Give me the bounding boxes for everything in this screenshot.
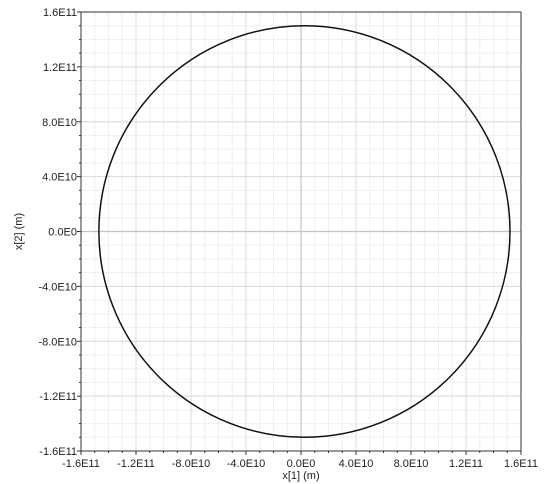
x-tick-label: -8.0E10 (172, 458, 211, 470)
y-tick-label: 0.0E0 (48, 227, 77, 239)
y-tick-label: -4.0E10 (38, 281, 77, 293)
series-layer (98, 24, 511, 439)
x-tick-label: 8.0E10 (394, 458, 429, 470)
orbit-curve (98, 24, 511, 439)
y-axis-label: x[2] (m) (13, 213, 25, 250)
x-tick-label: -1.6E11 (62, 458, 100, 470)
y-tick-label: 4.0E10 (42, 172, 77, 184)
x-tick-label: 1.2E11 (449, 458, 483, 470)
y-tick-label: 8.0E10 (42, 117, 77, 129)
y-tick-label: 1.6E11 (43, 7, 77, 19)
x-axis-ticks: -1.6E11 -1.2E11 -8.0E10 -4.0E10 0.0E0 4.0E10 8… (62, 451, 538, 470)
y-tick-label: -1.2E11 (39, 391, 77, 403)
x-tick-label: -1.2E11 (117, 458, 155, 470)
y-tick-label: 1.2E11 (43, 62, 77, 74)
y-axis-ticks: 1.6E11 1.2E11 8.0E10 4.0E10 0.0E0 -4.0E10 -8.0… (38, 7, 81, 458)
x-tick-label: -4.0E10 (227, 458, 266, 470)
x-tick-label: 0.0E0 (287, 458, 316, 470)
x-tick-label: 4.0E10 (339, 458, 374, 470)
x-tick-label: 1.6E11 (504, 458, 538, 470)
y-tick-label: -8.0E10 (38, 336, 77, 348)
zero-lines (81, 12, 521, 451)
y-tick-label: -1.6E11 (39, 446, 77, 458)
x-axis-label: x[1] (m) (282, 470, 319, 482)
